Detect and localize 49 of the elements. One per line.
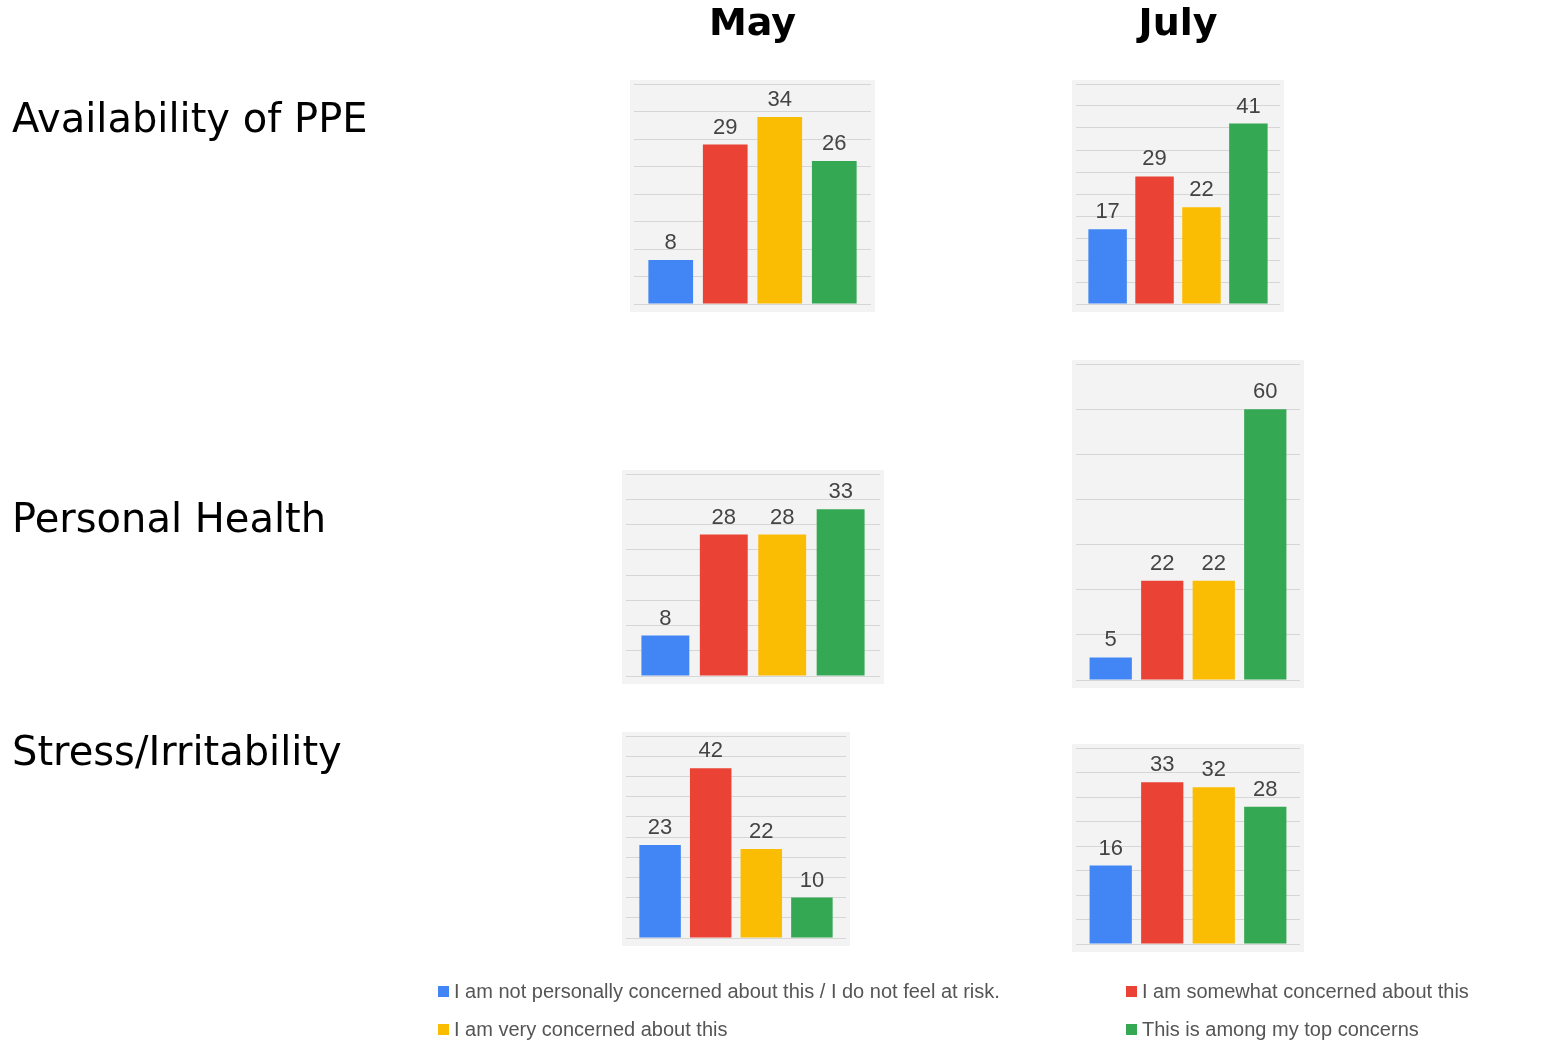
legend-label: This is among my top concerns [1142, 1017, 1419, 1041]
bar [1141, 782, 1184, 944]
bar [791, 897, 833, 938]
data-label: 8 [664, 229, 677, 255]
data-label: 17 [1095, 198, 1120, 224]
data-label: 34 [767, 86, 792, 112]
y-axis-title: Stress/Irritability [12, 728, 342, 774]
data-label: 26 [822, 130, 847, 156]
bar [1229, 123, 1268, 304]
chart-title: July [1135, 0, 1219, 44]
bar [639, 845, 681, 938]
data-label: 16 [1098, 834, 1123, 860]
bar [1088, 229, 1127, 304]
data-label: 5 [1104, 626, 1117, 652]
data-label: 28 [769, 503, 795, 529]
bar [757, 117, 803, 304]
data-label: 8 [659, 604, 672, 630]
data-label: 22 [1189, 176, 1214, 202]
legend-label: I am somewhat concerned about this [1142, 979, 1469, 1003]
data-label: 41 [1236, 92, 1261, 118]
data-label: 28 [1253, 775, 1278, 801]
bar [1182, 207, 1221, 304]
data-label: 22 [749, 818, 774, 844]
legend-label: I am not personally concerned about this / I do not feel at risk. [454, 979, 1000, 1003]
data-label: 22 [1150, 549, 1175, 575]
data-label: 29 [713, 113, 738, 139]
bar [648, 260, 694, 304]
data-label: 32 [1201, 756, 1226, 782]
data-label: 10 [799, 866, 825, 892]
data-label: 42 [698, 737, 723, 763]
bar [1192, 787, 1235, 944]
data-label: 23 [647, 814, 673, 840]
bar [740, 849, 783, 938]
bar [811, 161, 857, 304]
data-label: 28 [711, 503, 737, 529]
data-label: 60 [1253, 378, 1278, 404]
bar [1244, 806, 1287, 944]
data-label: 33 [828, 478, 853, 504]
y-axis-title: Availability of PPE [12, 95, 368, 141]
bar [689, 768, 732, 938]
bar [702, 144, 748, 304]
y-axis-title: Personal Health [12, 495, 327, 541]
data-label: 29 [1142, 145, 1167, 171]
chart-title: May [707, 0, 798, 44]
bar [1135, 176, 1174, 304]
legend-label: I am very concerned about this [454, 1017, 728, 1041]
data-label: 22 [1201, 549, 1226, 575]
data-label: 33 [1150, 751, 1175, 777]
bar [1089, 865, 1132, 944]
